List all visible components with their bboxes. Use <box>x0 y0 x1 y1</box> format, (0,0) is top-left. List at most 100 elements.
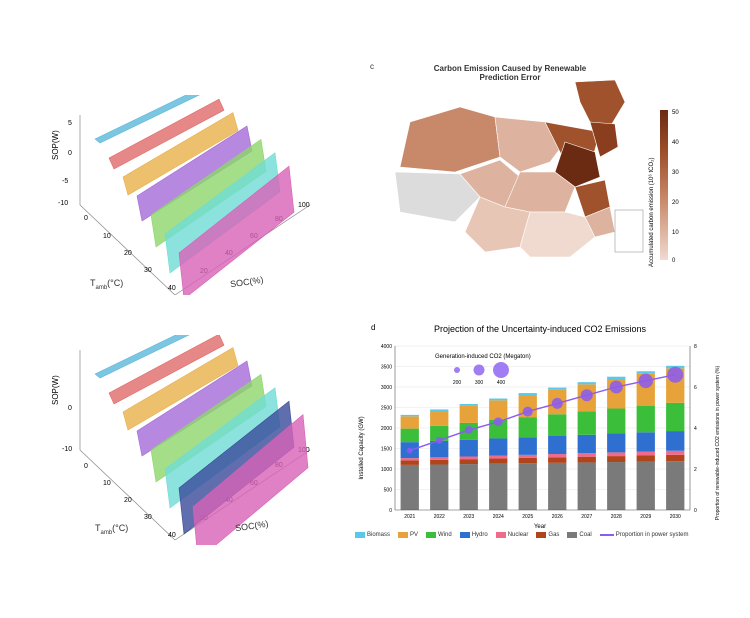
y-axis-right-label: Proportion of renewable-induced CO2 emis… <box>715 366 721 521</box>
z-tick: -5 <box>62 178 68 185</box>
y-tick-left: 3500 <box>381 365 392 371</box>
panel-a-svg: SOP(W) 5 0 -5 -10 0 10 20 30 40 20 40 60… <box>51 85 311 300</box>
proportion-bubble <box>551 397 563 409</box>
y-tick-left: 3000 <box>381 385 392 391</box>
region-tibet <box>394 171 481 223</box>
proportion-bubble <box>464 426 473 435</box>
x-tick-label: 2029 <box>640 514 651 520</box>
colorbar-tick: 20 <box>672 200 679 206</box>
bar-segment-nuclear <box>548 454 567 458</box>
panel-d-chart: d Projection of the Uncertainty-induced … <box>355 318 725 550</box>
bar-segment-wind <box>548 414 567 436</box>
z-axis-label: SOP(W) <box>51 130 60 160</box>
proportion-bubble <box>638 373 653 389</box>
xlabel-text: T <box>95 523 101 533</box>
x-tick-label: 2021 <box>404 514 415 520</box>
surface-sheet <box>178 165 295 300</box>
bar-segment-wind <box>607 408 626 434</box>
y-tick-left: 0 <box>389 508 392 514</box>
bar-segment-hydro <box>577 434 596 454</box>
bar-segment-pv <box>459 405 478 423</box>
bar-segment-coal <box>459 464 478 510</box>
bubble-legend-circle <box>493 362 509 378</box>
legend-label: Coal <box>579 532 592 538</box>
x-tick-label: 2025 <box>522 514 533 520</box>
chart-title: Projection of the Uncertainty-induced CO… <box>434 324 647 334</box>
bar-segment-hydro <box>489 438 508 456</box>
legend-item: Gas <box>536 532 559 538</box>
bar-segment-coal <box>607 462 626 510</box>
bubble-legend-circle <box>454 367 460 373</box>
x-tick-label: 2026 <box>552 514 563 520</box>
y-axis-left-label: Installed Capacity (GW) <box>359 416 365 479</box>
map-title-line1: Carbon Emission Caused by Renewable <box>433 64 587 73</box>
proportion-line <box>409 374 676 452</box>
bar-chart-svg: d Projection of the Uncertainty-induced … <box>359 323 721 530</box>
bubble-legend-circle <box>473 364 485 376</box>
chart-legend: Biomass PV Wind Hydro Nuclear Gas Coal Proporti… <box>355 532 725 538</box>
bar-segment-gas <box>666 454 685 462</box>
map-svg: 50 40 30 20 10 0 Accumulated carbon emis… <box>394 79 679 267</box>
panel-letter: d <box>371 323 375 332</box>
bar-segment-wind <box>400 428 419 443</box>
legend-label: Proportion in power system <box>615 532 689 538</box>
bar-segment-nuclear <box>400 458 419 461</box>
bubble-legend: 200 300 400 <box>453 362 509 386</box>
z-tick: 0 <box>68 150 72 157</box>
surface-sheet <box>192 414 309 561</box>
y-tick-right: 2 <box>694 467 697 473</box>
bar-segment-gas <box>548 457 567 463</box>
bar-segment-pv <box>430 410 449 426</box>
bar-segment-gas <box>636 455 655 462</box>
bar-segment-hydro <box>636 432 655 452</box>
bar-segment-biomass <box>518 393 537 395</box>
bar-segment-wind <box>577 411 596 435</box>
x-tick-label: 2028 <box>611 514 622 520</box>
legend-label: PV <box>410 532 419 538</box>
colorbar-tick: 50 <box>672 110 679 116</box>
x-tick: 30 <box>144 514 152 521</box>
x-axis <box>79 449 176 541</box>
bar-segment-gas <box>400 460 419 465</box>
proportion-bubble <box>435 436 443 444</box>
bar-segment-coal <box>666 461 685 510</box>
bar-segment-wind <box>666 402 685 432</box>
legend-item: Proportion in power system <box>599 532 689 538</box>
panel-b-svg: SOP(W) 0 -10 0 10 20 30 40 20 40 60 80 1… <box>51 320 311 561</box>
colorbar-label: Accumulated carbon emission (10⁶ tCO₂) <box>648 157 655 267</box>
surface-sheet <box>122 112 239 196</box>
proportion-bubble <box>493 417 503 427</box>
colorbar-tick: 0 <box>672 258 676 264</box>
bubble-legend-label: 200 <box>453 380 462 386</box>
legend-item: Biomass <box>355 532 390 538</box>
proportion-bubble <box>522 406 533 417</box>
legend-swatch <box>355 532 365 538</box>
legend-label: Nuclear <box>507 532 529 538</box>
line-series <box>406 366 684 454</box>
bubble-legend-label: 400 <box>497 380 506 386</box>
panel-a-surfaces <box>94 85 295 300</box>
chart-axes: 4000 3500 3000 2500 2000 1500 1000 500 0 8 6 4 2 0 202… <box>381 344 697 520</box>
colorbar <box>660 110 668 260</box>
y-tick-left: 1500 <box>381 447 392 453</box>
bar-segment-biomass <box>577 382 596 385</box>
legend-item: Hydro <box>459 532 488 538</box>
bar-segment-hydro <box>518 437 537 455</box>
panel-a-xlabel: Tamb(°C) <box>90 278 123 291</box>
z-axis-label: SOP(W) <box>51 375 60 405</box>
y-tick-right: 6 <box>694 385 697 391</box>
x-tick: 10 <box>103 480 111 487</box>
legend-item: PV <box>398 532 418 538</box>
bar-segment-coal <box>548 462 567 510</box>
bar-segment-pv <box>489 400 508 421</box>
colorbar-tick: 40 <box>672 140 679 146</box>
surface-sheet <box>122 347 239 431</box>
panel-letter: c <box>370 62 374 71</box>
legend-swatch <box>599 534 614 536</box>
bar-segment-coal <box>518 463 537 510</box>
region-jilin-liaoning <box>589 121 619 158</box>
proportion-bubble <box>609 380 623 394</box>
xlabel-unit: (°C) <box>112 523 129 533</box>
region-xinjiang <box>399 106 501 173</box>
x-tick-label: 2024 <box>493 514 504 520</box>
